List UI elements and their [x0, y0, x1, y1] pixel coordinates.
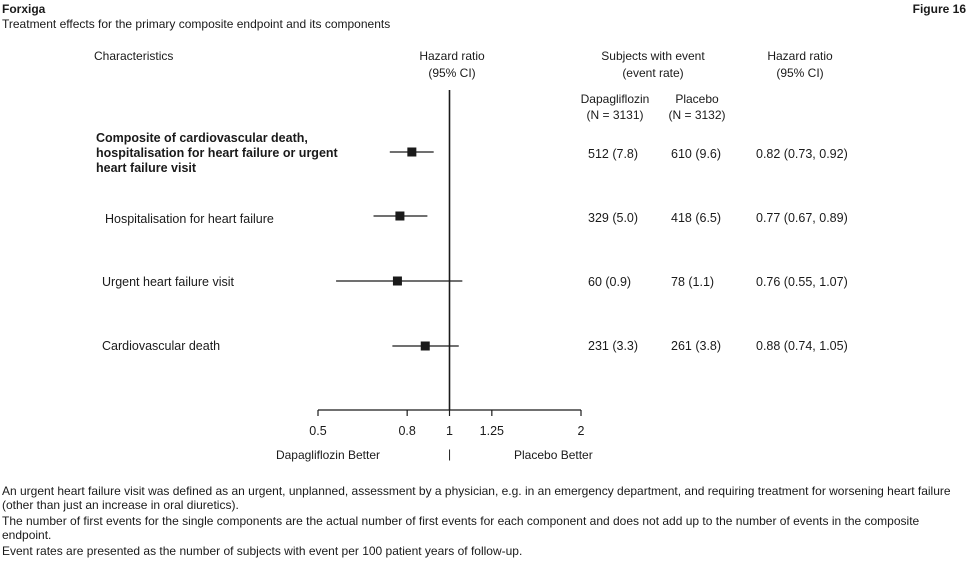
placebo-header: Placebo	[675, 92, 719, 106]
direction-separator: |	[448, 447, 451, 461]
footnote-1: An urgent heart failure visit was define…	[2, 484, 951, 512]
point-estimate	[420, 341, 430, 351]
hr-cell: 0.88 (0.74, 1.05)	[756, 339, 848, 353]
dapagliflozin-header: Dapagliflozin	[580, 92, 650, 106]
x-tick-label: 1	[446, 424, 453, 438]
hr-cell: 0.76 (0.55, 1.07)	[756, 275, 848, 289]
row-label-urgent-visit: Urgent heart failure visit	[102, 275, 235, 289]
dapa-cell: 512 (7.8)	[588, 147, 639, 161]
point-estimate	[395, 211, 405, 221]
placebo-n: (N = 3132)	[668, 108, 726, 122]
x-tick-label: 0.5	[309, 424, 326, 438]
hr-cell: 0.77 (0.67, 0.89)	[756, 211, 848, 225]
point-estimate	[407, 147, 417, 157]
dapa-cell: 60 (0.9)	[588, 275, 632, 289]
placebo-cell: 610 (9.6)	[671, 147, 722, 161]
dapa-cell: 231 (3.3)	[588, 339, 639, 353]
figure-label: Figure 16	[912, 2, 966, 16]
characteristics-header: Characteristics	[94, 49, 174, 63]
placebo-cell: 261 (3.8)	[671, 339, 722, 353]
footnote-3: Event rates are presented as the number …	[2, 544, 523, 558]
hr-header: Hazard ratio	[767, 49, 833, 63]
hr-ci-header: (95% CI)	[776, 66, 824, 80]
plot-hr-header: Hazard ratio	[419, 49, 485, 63]
row-label-hospitalisation: Hospitalisation for heart failure	[105, 212, 274, 226]
figure-subtitle: Treatment effects for the primary compos…	[2, 17, 391, 31]
left-direction-label: Dapagliflozin Better	[276, 448, 380, 462]
row-label-cv-death: Cardiovascular death	[102, 339, 221, 353]
x-tick-label: 2	[578, 424, 585, 438]
placebo-cell: 78 (1.1)	[671, 275, 715, 289]
footnote-2: The number of first events for the singl…	[2, 514, 920, 542]
subjects-header: Subjects with event	[601, 49, 705, 63]
right-direction-label: Placebo Better	[514, 448, 593, 462]
placebo-cell: 418 (6.5)	[671, 211, 722, 225]
x-tick-label: 0.8	[398, 424, 415, 438]
dapagliflozin-n: (N = 3131)	[586, 108, 644, 122]
row-label-composite: Composite of cardiovascular death, hospi…	[96, 131, 338, 175]
event-rate-header: (event rate)	[622, 66, 684, 80]
dapa-cell: 329 (5.0)	[588, 211, 639, 225]
point-estimate	[392, 276, 402, 286]
plot-ci-header: (95% CI)	[428, 66, 476, 80]
x-tick-label: 1.25	[480, 424, 504, 438]
hr-cell: 0.82 (0.73, 0.92)	[756, 147, 848, 161]
product-name: Forxiga	[2, 2, 46, 16]
